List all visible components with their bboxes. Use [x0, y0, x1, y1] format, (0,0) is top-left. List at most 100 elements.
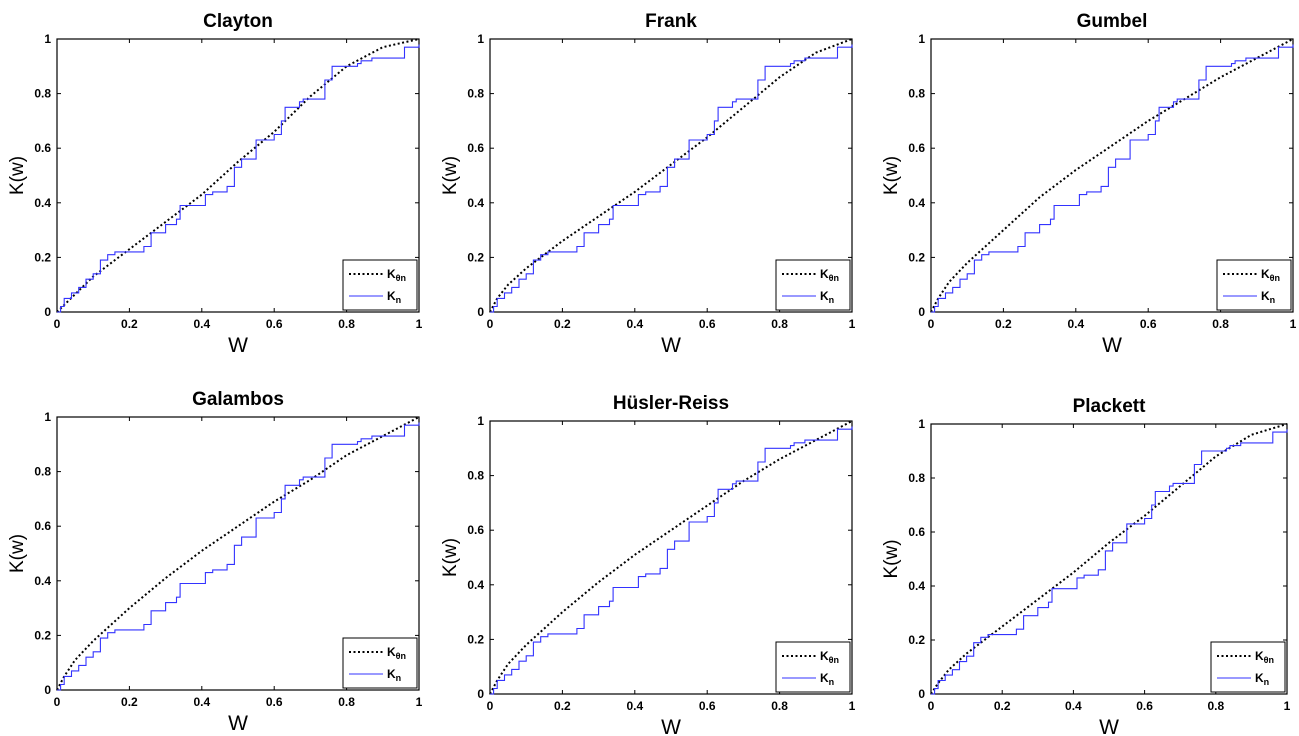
- y-axis-label: K(w): [7, 534, 28, 573]
- y-tick-label: 0.2: [34, 628, 51, 642]
- x-tick-label: 0.4: [193, 317, 210, 331]
- chart-title: Hüsler-Reiss: [613, 393, 729, 414]
- y-tick-label: 1: [477, 32, 484, 46]
- y-tick-label: 0.8: [34, 87, 51, 101]
- y-tick-label: 0.2: [34, 250, 51, 264]
- x-tick-label: 0.8: [1212, 317, 1229, 331]
- y-tick-label: 0: [918, 687, 925, 701]
- y-tick-label: 0.6: [908, 141, 925, 155]
- panel-clayton: Clayton 0 0.2 0.4 0.6 0.8 1 0 0.2 0.4 0.6 0.8 1 W K(w)…: [7, 11, 423, 357]
- y-tick-label: 0.4: [908, 196, 925, 210]
- y-tick-label: 0.4: [34, 196, 51, 210]
- panel-gumbel: Gumbel 0 0.2 0.4 0.6 0.8 1 0 0.2 0.4 0.6 0.8 1 W K(w) K…: [881, 11, 1297, 357]
- y-tick-label: 0.4: [467, 196, 484, 210]
- x-axis-label: W: [661, 716, 681, 736]
- panel-plackett: Plackett 0 0.2 0.4 0.6 0.8 1 0 0.2 0.4 0.6 0.8 1 W K(w…: [881, 396, 1291, 736]
- series-k-n-step-line: [57, 44, 420, 313]
- y-tick-label: 0.2: [467, 632, 484, 646]
- series-k-n-step-line: [490, 426, 853, 695]
- legend-label: Kθn: [820, 649, 839, 665]
- y-axis-label: K(w): [440, 538, 461, 577]
- legend-box: [775, 641, 851, 693]
- legend-label: Kθn: [387, 645, 406, 661]
- x-tick-label: 0.6: [699, 699, 716, 713]
- y-tick-label: 1: [918, 32, 925, 46]
- y-tick-label: 0.6: [908, 525, 925, 539]
- y-tick-label: 0.8: [34, 465, 51, 479]
- y-tick-label: 1: [44, 410, 51, 424]
- x-tick-label: 0.8: [771, 317, 788, 331]
- series-k-theta-n-line: [930, 38, 1294, 313]
- y-tick-label: 0: [477, 305, 484, 319]
- legend-label: Kn: [1255, 671, 1269, 687]
- y-axis-label: K(w): [7, 156, 28, 195]
- y-axis-label: K(w): [881, 156, 902, 195]
- y-tick-label: 0.6: [34, 519, 51, 533]
- x-tick-label: 1: [416, 317, 423, 331]
- x-tick-label: 1: [416, 695, 423, 709]
- legend: Kθn Kn: [775, 641, 851, 693]
- y-tick-label: 0.8: [908, 471, 925, 485]
- legend-box: [1210, 641, 1286, 693]
- x-axis-label: W: [1099, 716, 1119, 736]
- legend-label: Kθn: [820, 267, 839, 283]
- x-tick-label: 0.4: [193, 695, 210, 709]
- y-tick-label: 0.8: [467, 87, 484, 101]
- series-k-n-step-line: [931, 44, 1294, 313]
- x-tick-label: 0.6: [266, 695, 283, 709]
- series-k-n-step-line: [490, 44, 853, 313]
- y-tick-label: 0.2: [467, 250, 484, 264]
- legend-box: [342, 637, 418, 689]
- x-tick-label: 0.2: [121, 317, 138, 331]
- legend-label: Kθn: [1255, 649, 1274, 665]
- x-tick-label: 0.6: [266, 317, 283, 331]
- y-tick-label: 0: [918, 305, 925, 319]
- x-tick-label: 0.4: [626, 699, 643, 713]
- x-tick-label: 0.2: [121, 695, 138, 709]
- x-tick-label: 0: [487, 317, 494, 331]
- y-tick-label: 0: [477, 687, 484, 701]
- x-tick-label: 0.2: [995, 317, 1012, 331]
- legend-label: Kθn: [1261, 267, 1280, 283]
- series-k-theta-n-line: [56, 416, 420, 691]
- y-tick-label: 1: [918, 417, 925, 431]
- legend: Kθn Kn: [342, 259, 418, 311]
- chart-title: Galambos: [192, 389, 284, 410]
- series-k-n-step-line: [57, 422, 420, 691]
- y-axis-label: K(w): [440, 156, 461, 195]
- x-tick-label: 0.4: [626, 317, 643, 331]
- legend: Kθn Kn: [775, 259, 851, 311]
- x-tick-label: 0: [54, 317, 61, 331]
- x-axis-label: W: [1102, 334, 1122, 357]
- x-tick-label: 0: [54, 695, 61, 709]
- x-tick-label: 0.8: [771, 699, 788, 713]
- x-tick-label: 0.4: [1065, 699, 1082, 713]
- x-tick-label: 0.8: [338, 317, 355, 331]
- y-tick-label: 0.4: [467, 578, 484, 592]
- chart-title: Clayton: [203, 11, 273, 32]
- series-k-theta-n-line: [489, 420, 853, 695]
- chart-title: Frank: [645, 11, 697, 32]
- x-tick-label: 0.6: [1140, 317, 1157, 331]
- legend: Kθn Kn: [1216, 259, 1292, 311]
- x-tick-label: 1: [1290, 317, 1297, 331]
- y-tick-label: 0.6: [467, 141, 484, 155]
- series-k-theta-n-line: [489, 38, 853, 313]
- x-tick-label: 0.6: [699, 317, 716, 331]
- y-tick-label: 0: [44, 305, 51, 319]
- legend-label: Kn: [1261, 289, 1275, 305]
- legend-label: Kn: [820, 671, 834, 687]
- x-tick-label: 0.6: [1136, 699, 1153, 713]
- y-tick-label: 0.2: [908, 633, 925, 647]
- x-tick-label: 0.8: [338, 695, 355, 709]
- y-tick-label: 0.8: [908, 87, 925, 101]
- x-axis-label: W: [228, 712, 248, 735]
- x-tick-label: 0: [928, 317, 935, 331]
- x-axis-label: W: [661, 334, 681, 357]
- legend-box: [1216, 259, 1292, 311]
- x-tick-label: 1: [849, 317, 856, 331]
- x-tick-label: 0: [928, 699, 935, 713]
- panel-galambos: Galambos 0 0.2 0.4 0.6 0.8 1 0 0.2 0.4 0.6 0.8 1 W K(w…: [7, 389, 423, 735]
- y-tick-label: 0.6: [34, 141, 51, 155]
